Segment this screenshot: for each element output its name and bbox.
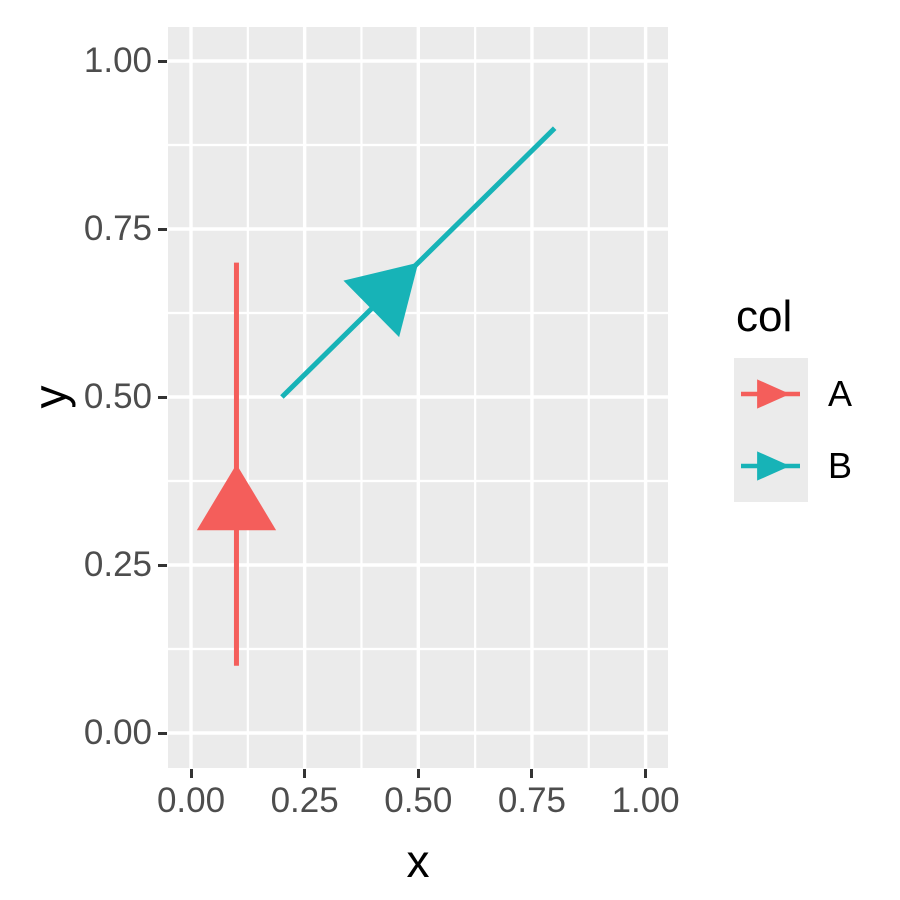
- legend-arrow-icon: [741, 379, 800, 409]
- legend-entry-label: B: [828, 445, 853, 486]
- x-tick-label: 1.00: [611, 781, 680, 820]
- y-tick-label: 0.75: [83, 209, 152, 248]
- x-tick-label: 0.00: [156, 781, 226, 820]
- data-segment-B: [280, 126, 557, 399]
- y-tick-label: 0.25: [83, 545, 152, 584]
- panel-canvas: [168, 27, 668, 768]
- y-tick-mark: [158, 395, 167, 399]
- legend-arrow-icon: [741, 451, 800, 481]
- x-axis-title: x: [406, 835, 430, 887]
- legend-entry-label: A: [828, 373, 853, 414]
- x-tick-mark: [303, 769, 307, 778]
- arrowhead-B: [343, 262, 419, 338]
- y-tick-mark: [158, 731, 167, 735]
- plot-panel: [168, 27, 668, 768]
- x-tick-label: 0.75: [497, 781, 566, 820]
- x-tick-label: 0.50: [384, 781, 453, 820]
- x-tick-mark: [189, 769, 193, 778]
- y-tick-label: 0.50: [83, 377, 152, 416]
- y-tick-mark: [158, 227, 167, 231]
- y-tick-mark: [158, 563, 167, 567]
- legend-title: col: [736, 292, 793, 341]
- y-tick-label: 0.00: [83, 713, 152, 752]
- legend-key-row: B: [734, 430, 852, 502]
- x-tick-mark: [644, 769, 648, 778]
- x-tick-mark: [416, 769, 420, 778]
- arrowhead-A: [196, 464, 277, 531]
- y-tick-label: 1.00: [83, 41, 152, 80]
- y-tick-mark: [158, 59, 167, 63]
- legend-key-row: A: [734, 358, 852, 430]
- x-tick-label: 0.25: [270, 781, 339, 820]
- x-tick-mark: [530, 769, 534, 778]
